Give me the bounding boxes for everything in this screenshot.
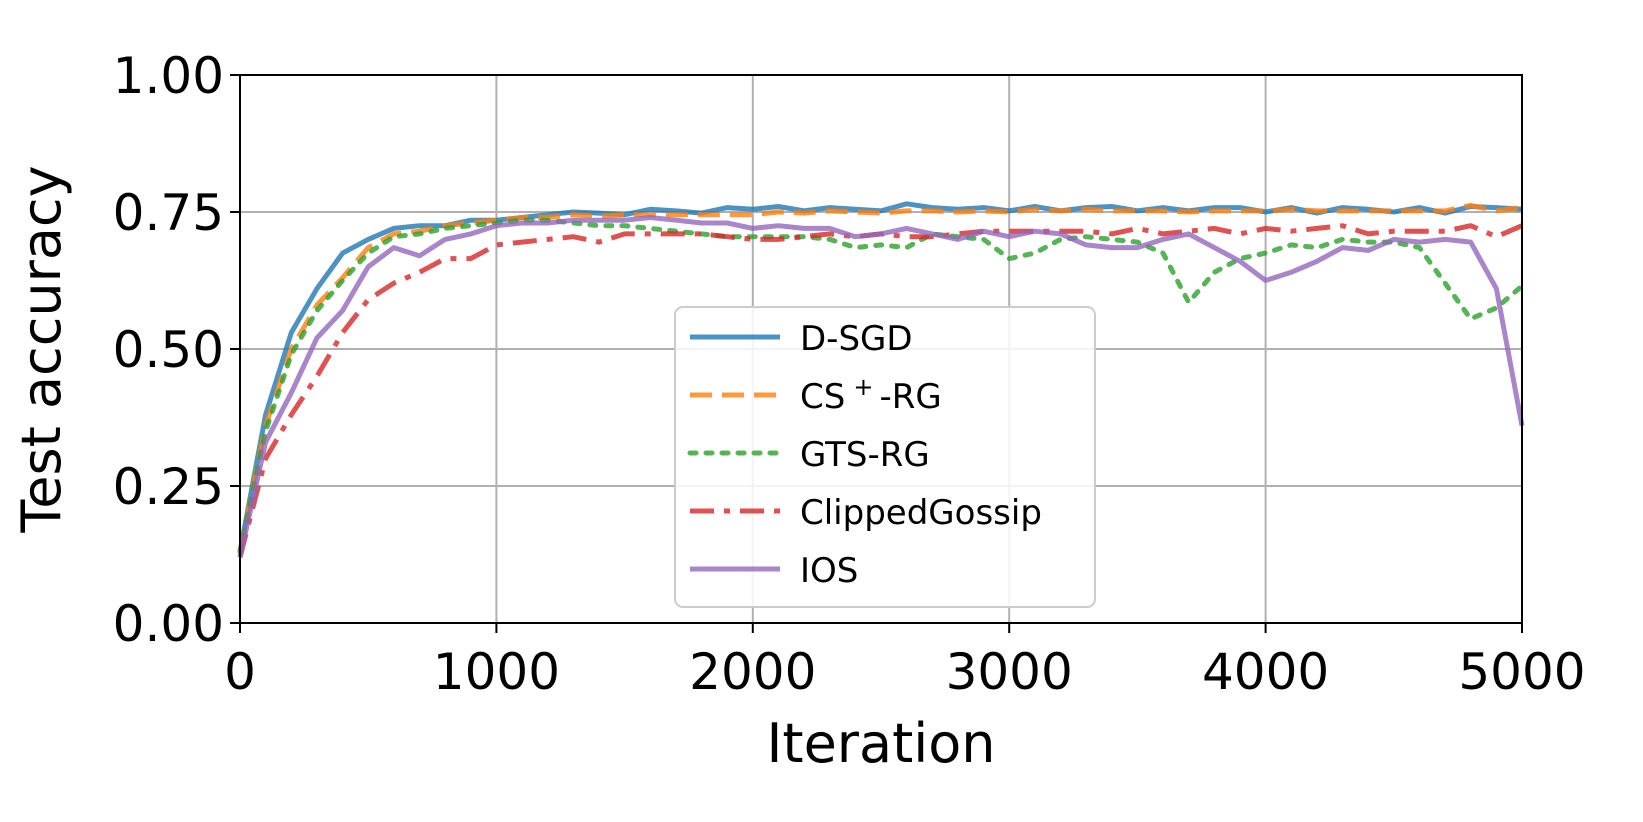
x-tick-label: 3000 <box>946 643 1073 701</box>
legend-label-text: CS <box>800 377 845 417</box>
x-axis-label: Iteration <box>766 712 995 775</box>
legend-label: ClippedGossip <box>800 493 1042 533</box>
y-tick-label: 0.25 <box>113 458 224 516</box>
legend-label-suffix: -RG <box>879 377 941 417</box>
series-line-ios <box>237 215 1525 558</box>
y-tick-label: 0.75 <box>113 184 224 242</box>
x-tick-label: 2000 <box>689 643 816 701</box>
x-tick-label: 1000 <box>433 643 560 701</box>
legend-label: CS + -RG <box>800 373 942 417</box>
legend-label-text: IOS <box>800 551 858 591</box>
series-lines <box>237 201 1525 558</box>
y-axis-label: Test accuracy <box>10 165 73 533</box>
legend-frame <box>674 306 1096 608</box>
legend-label-text: D-SGD <box>800 319 913 359</box>
series-line-gts-rg <box>237 217 1525 555</box>
y-tick-label: 0.50 <box>113 321 224 379</box>
y-tick-label: 1.00 <box>113 47 224 105</box>
x-tick-label: 5000 <box>1458 643 1585 701</box>
x-tick-label: 4000 <box>1202 643 1329 701</box>
legend-label-text: GTS-RG <box>800 435 930 475</box>
legend-label: GTS-RG <box>800 435 930 475</box>
axis-ticks: 0 1000 2000 3000 4000 5000 0.00 0.25 0.50 0.75 1.0… <box>113 47 1586 701</box>
legend: D-SGD CS + -RG GTS-RG ClippedGossip IOS <box>674 306 1096 608</box>
legend-label: D-SGD <box>800 319 913 359</box>
legend-label: IOS <box>800 551 858 591</box>
y-tick-label: 0.00 <box>113 595 224 653</box>
x-tick-label: 0 <box>224 643 256 701</box>
legend-label-text: ClippedGossip <box>800 493 1042 533</box>
legend-label-superscript: + <box>853 373 873 401</box>
series-line-cs-rg <box>237 202 1523 553</box>
